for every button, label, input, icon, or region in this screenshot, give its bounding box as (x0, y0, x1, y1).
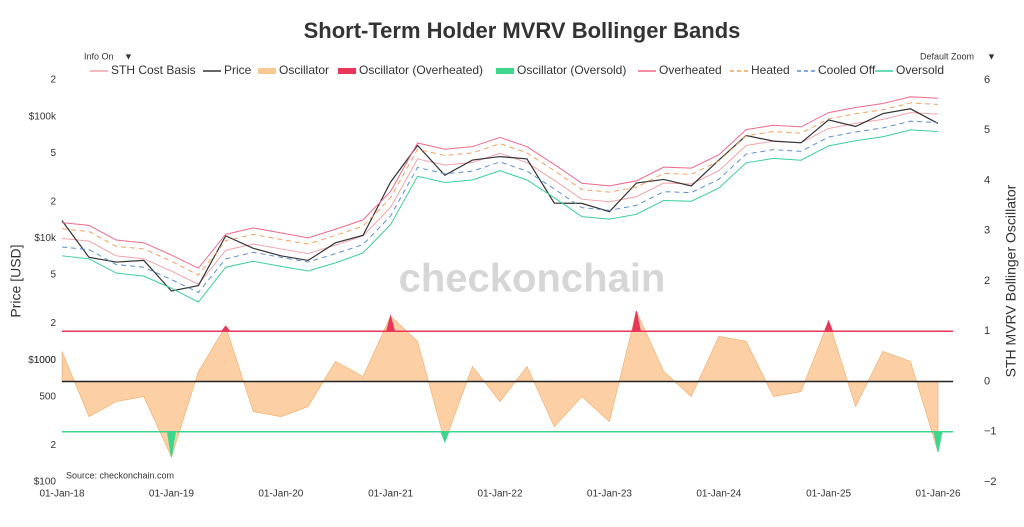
legend-swatch (338, 68, 356, 74)
x-tick-label: 01-Jan-24 (696, 489, 741, 500)
x-tick-label: 01-Jan-22 (477, 489, 522, 500)
legend-label: Overheated (659, 63, 722, 77)
x-tick-label: 01-Jan-25 (806, 489, 851, 500)
series-line (61, 120, 939, 294)
legend-label: Oversold (896, 63, 944, 77)
y-tick-label: $1000 (28, 355, 56, 366)
x-tick-label: 01-Jan-23 (587, 489, 632, 500)
info-toggle[interactable]: Info On (84, 51, 114, 61)
x-tick-label: 01-Jan-20 (258, 489, 303, 500)
y2-tick-label: 2 (984, 275, 990, 287)
oscillator-spike (440, 431, 450, 444)
y-tick-label: 1000 (34, 355, 57, 366)
oscillator-spike (220, 325, 231, 332)
y-tick-label: 500 (39, 392, 56, 403)
y2-axis-title: STH MVRV Bollinger Oscillator (1003, 184, 1019, 377)
zoom-arrow[interactable]: ▼ (987, 51, 996, 61)
y2-tick-label: −2 (984, 476, 997, 488)
y2-tick-label: 5 (984, 124, 990, 136)
y-tick-label: $10k (34, 233, 57, 244)
y-tick-label: 2 (50, 75, 56, 86)
y-tick-label: $100k (29, 111, 57, 122)
legend-label: Price (224, 63, 252, 77)
legend-label: Oscillator (Overheated) (359, 63, 483, 77)
legend-swatch (258, 68, 276, 74)
y2-tick-label: 0 (984, 375, 990, 387)
y-tick-label: 2 (50, 440, 56, 451)
y-tick-label: 2 (50, 196, 56, 207)
legend: STH Cost Basis Price Oscillator Oscillator … (90, 63, 944, 77)
legend-label: Heated (751, 63, 790, 77)
x-tick-label: 01-Jan-18 (39, 489, 84, 500)
y-tick-label: 5 (50, 270, 56, 281)
legend-label: STH Cost Basis (111, 63, 196, 77)
y2-tick-label: 3 (984, 225, 990, 237)
chart-title: Short-Term Holder MVRV Bollinger Bands (304, 18, 741, 43)
legend-label: Cooled Off (818, 63, 876, 77)
y-axis-title: Price [USD] (8, 244, 24, 317)
zoom-select[interactable]: Default Zoom (920, 51, 974, 61)
y-tick-label: $100 (34, 477, 57, 488)
oscillator-spike (823, 319, 834, 332)
y2-tick-label: 6 (984, 74, 990, 86)
legend-label: Oscillator (Oversold) (517, 63, 626, 77)
x-tick-label: 01-Jan-19 (149, 489, 194, 500)
info-arrow[interactable]: ▼ (124, 51, 133, 61)
series-line (61, 96, 939, 269)
y-tick-label: 2 (50, 318, 56, 329)
legend-label: Oscillator (279, 63, 329, 77)
legend-swatch (496, 68, 514, 74)
x-tick-label: 01-Jan-26 (915, 489, 960, 500)
y2-tick-label: −1 (984, 426, 997, 438)
series-line (61, 108, 939, 292)
y2-tick-label: 1 (984, 325, 990, 337)
oscillator-area (61, 310, 939, 458)
watermark: checkonchain (399, 257, 666, 301)
x-tick-label: 01-Jan-21 (368, 489, 413, 500)
series-line (61, 129, 939, 303)
series-line (61, 102, 939, 276)
source-note: Source: checkonchain.com (66, 470, 174, 480)
y2-tick-label: 4 (984, 174, 990, 186)
y-tick-label: 5 (50, 148, 56, 159)
